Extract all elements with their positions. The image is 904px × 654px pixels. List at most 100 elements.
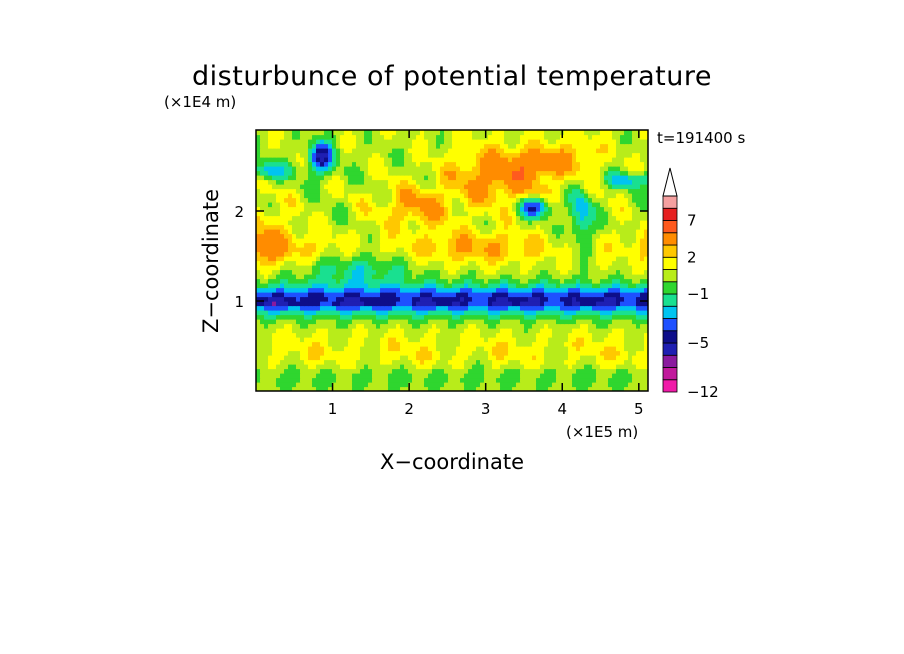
field-cell (264, 382, 269, 388)
field-cell (348, 314, 353, 320)
field-cell (328, 184, 333, 190)
field-cell (568, 184, 573, 190)
field-cell (580, 283, 585, 289)
field-cell (512, 355, 517, 361)
field-cell (624, 377, 629, 383)
field-cell (556, 386, 561, 391)
field-cell (420, 278, 425, 284)
field-cell (568, 251, 573, 257)
field-cell (492, 215, 497, 221)
field-cell (400, 265, 405, 271)
field-cell (580, 224, 585, 230)
field-cell (484, 265, 489, 271)
field-cell (364, 310, 369, 316)
field-cell (344, 332, 349, 338)
field-cell (612, 274, 617, 280)
field-cell (376, 251, 381, 257)
field-cell (556, 242, 561, 248)
field-cell (348, 377, 353, 383)
field-cell (344, 166, 349, 172)
field-cell (316, 202, 321, 208)
field-cell (524, 206, 529, 212)
field-cell (320, 323, 325, 329)
field-cell (276, 197, 281, 203)
field-cell (280, 292, 285, 298)
field-cell (640, 247, 645, 253)
field-cell (296, 319, 301, 325)
field-cell (460, 364, 465, 370)
field-cell (576, 265, 581, 271)
field-cell (476, 184, 481, 190)
field-cell (452, 170, 457, 176)
field-cell (480, 350, 485, 356)
field-cell (368, 233, 373, 239)
field-cell (532, 184, 537, 190)
field-cell (420, 350, 425, 356)
field-cell (476, 368, 481, 374)
field-cell (604, 215, 609, 221)
field-cell (532, 377, 537, 383)
field-cell (568, 296, 573, 302)
field-cell (480, 179, 485, 185)
field-cell (624, 260, 629, 266)
field-cell (612, 188, 617, 194)
field-cell (556, 197, 561, 203)
field-cell (392, 301, 397, 307)
field-cell (444, 202, 449, 208)
field-cell (512, 310, 517, 316)
field-cell (332, 373, 337, 379)
field-cell (436, 247, 441, 253)
field-cell (484, 292, 489, 298)
field-cell (392, 242, 397, 248)
field-cell (608, 377, 613, 383)
field-cell (616, 368, 621, 374)
field-cell (480, 184, 485, 190)
field-cell (344, 283, 349, 289)
field-cell (328, 319, 333, 325)
field-cell (580, 350, 585, 356)
field-cell (380, 215, 385, 221)
field-cell (492, 175, 497, 181)
field-cell (324, 161, 329, 167)
field-cell (568, 220, 573, 226)
field-cell (632, 350, 637, 356)
field-cell (448, 265, 453, 271)
field-cell (444, 260, 449, 266)
field-cell (420, 359, 425, 365)
field-cell (520, 274, 525, 280)
field-cell (348, 256, 353, 262)
field-cell (404, 175, 409, 181)
field-cell (564, 386, 569, 391)
field-cell (576, 305, 581, 311)
field-cell (304, 386, 309, 391)
field-cell (540, 161, 545, 167)
field-cell (420, 328, 425, 334)
field-cell (348, 193, 353, 199)
field-cell (580, 170, 585, 176)
field-cell (496, 170, 501, 176)
field-cell (540, 350, 545, 356)
field-cell (640, 206, 645, 212)
field-cell (360, 265, 365, 271)
field-cell (632, 314, 637, 320)
field-cell (608, 341, 613, 347)
field-cell (588, 224, 593, 230)
field-cell (400, 373, 405, 379)
field-cell (572, 296, 577, 302)
field-cell (372, 184, 377, 190)
field-cell (404, 220, 409, 226)
field-cell (604, 197, 609, 203)
field-cell (280, 188, 285, 194)
field-cell (372, 346, 377, 352)
field-cell (364, 346, 369, 352)
field-cell (556, 337, 561, 343)
field-cell (380, 166, 385, 172)
field-cell (528, 287, 533, 293)
field-cell (384, 310, 389, 316)
field-cell (544, 350, 549, 356)
field-cell (452, 341, 457, 347)
field-cell (312, 265, 317, 271)
field-cell (512, 364, 517, 370)
field-cell (644, 175, 648, 181)
field-cell (308, 337, 313, 343)
